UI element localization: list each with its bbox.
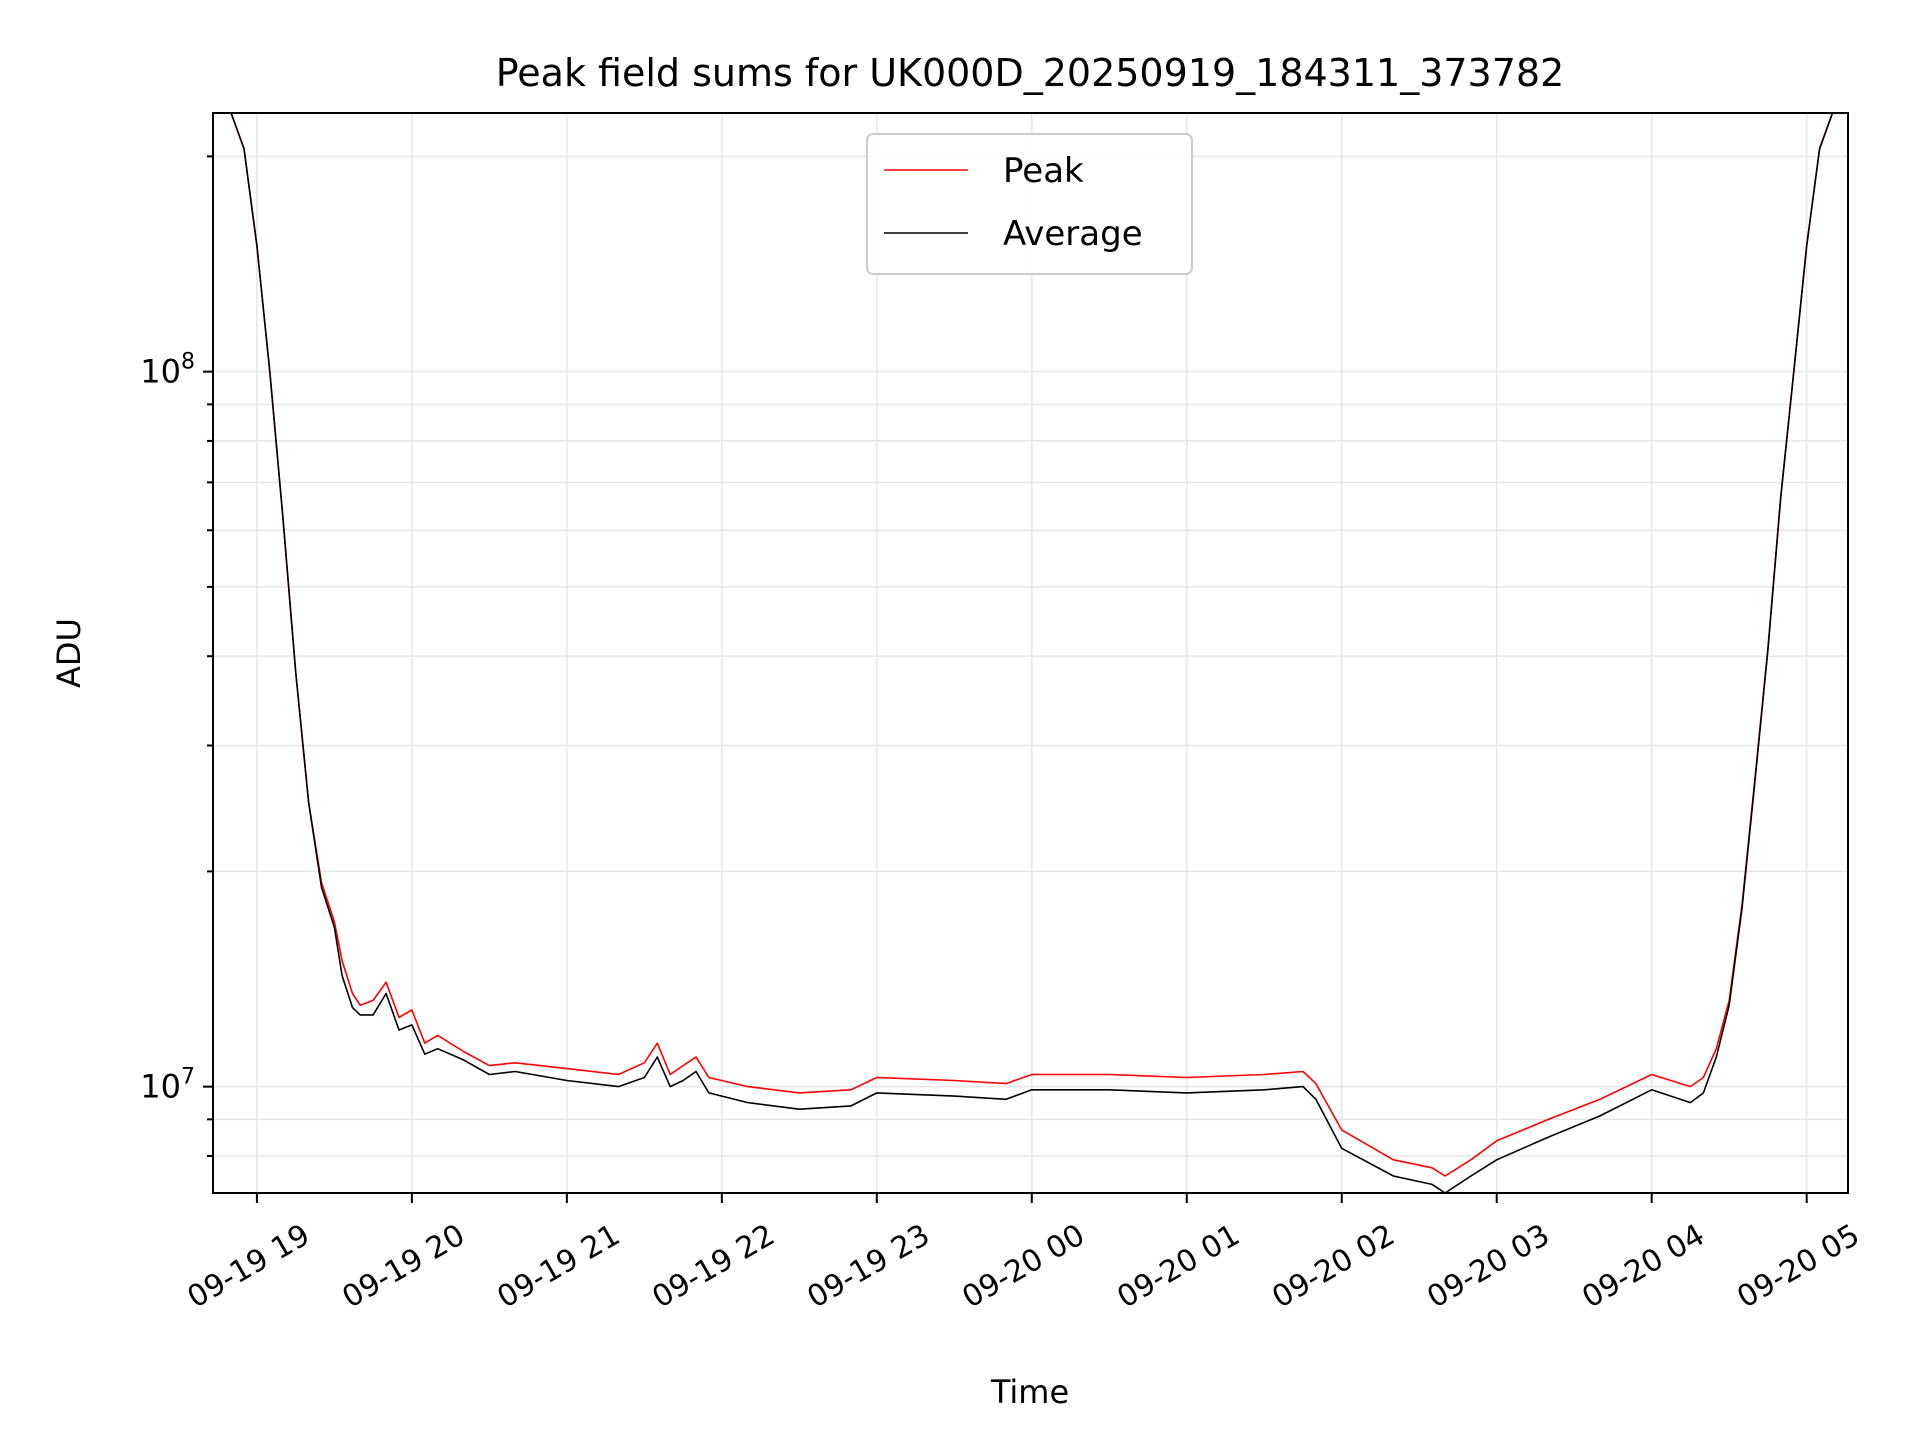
series-line-peak <box>213 113 1834 1177</box>
legend: Peak Average <box>866 133 1193 275</box>
y-axis: 107 108 <box>140 155 213 1157</box>
legend-label-average: Average <box>1003 214 1143 254</box>
plot-frame <box>212 112 1849 1194</box>
legend-label-peak: Peak <box>1003 151 1084 191</box>
y-axis-label: ADU <box>50 618 88 688</box>
series-line-average <box>213 113 1834 1193</box>
y-tick-label: 108 <box>140 350 195 391</box>
legend-box <box>866 133 1193 275</box>
chart-title: Peak field sums for UK000D_20250919_1843… <box>496 51 1565 95</box>
y-tick-label: 107 <box>140 1065 195 1106</box>
plot-lines <box>213 113 1834 1193</box>
x-axis-label: Time <box>990 1373 1069 1411</box>
